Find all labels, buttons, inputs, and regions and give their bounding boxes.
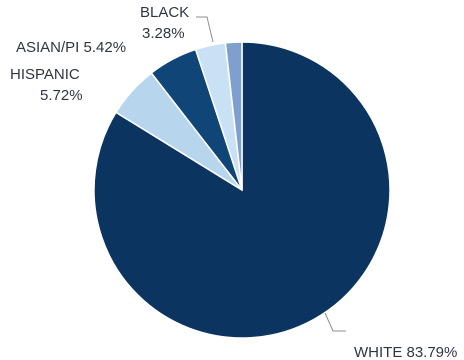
slice-label-black-value: 3.28% (142, 25, 185, 42)
labels-group: WHITE 83.79% HISPANIC 5.72% ASIAN/PI 5.4… (10, 4, 457, 360)
leader-line-black (196, 16, 214, 43)
slice-label-black-name: BLACK (140, 4, 189, 21)
slice-label-hispanic-name: HISPANIC (10, 66, 80, 83)
slices-group (93, 41, 391, 339)
slice-label-white: WHITE 83.79% (354, 344, 457, 360)
pie-slice-other (224, 41, 243, 191)
slice-label-asian-pi: ASIAN/PI 5.42% (16, 39, 126, 56)
leader-lines-group (196, 16, 346, 332)
slice-label-hispanic-value: 5.72% (40, 87, 83, 104)
leader-line-white (324, 312, 346, 332)
